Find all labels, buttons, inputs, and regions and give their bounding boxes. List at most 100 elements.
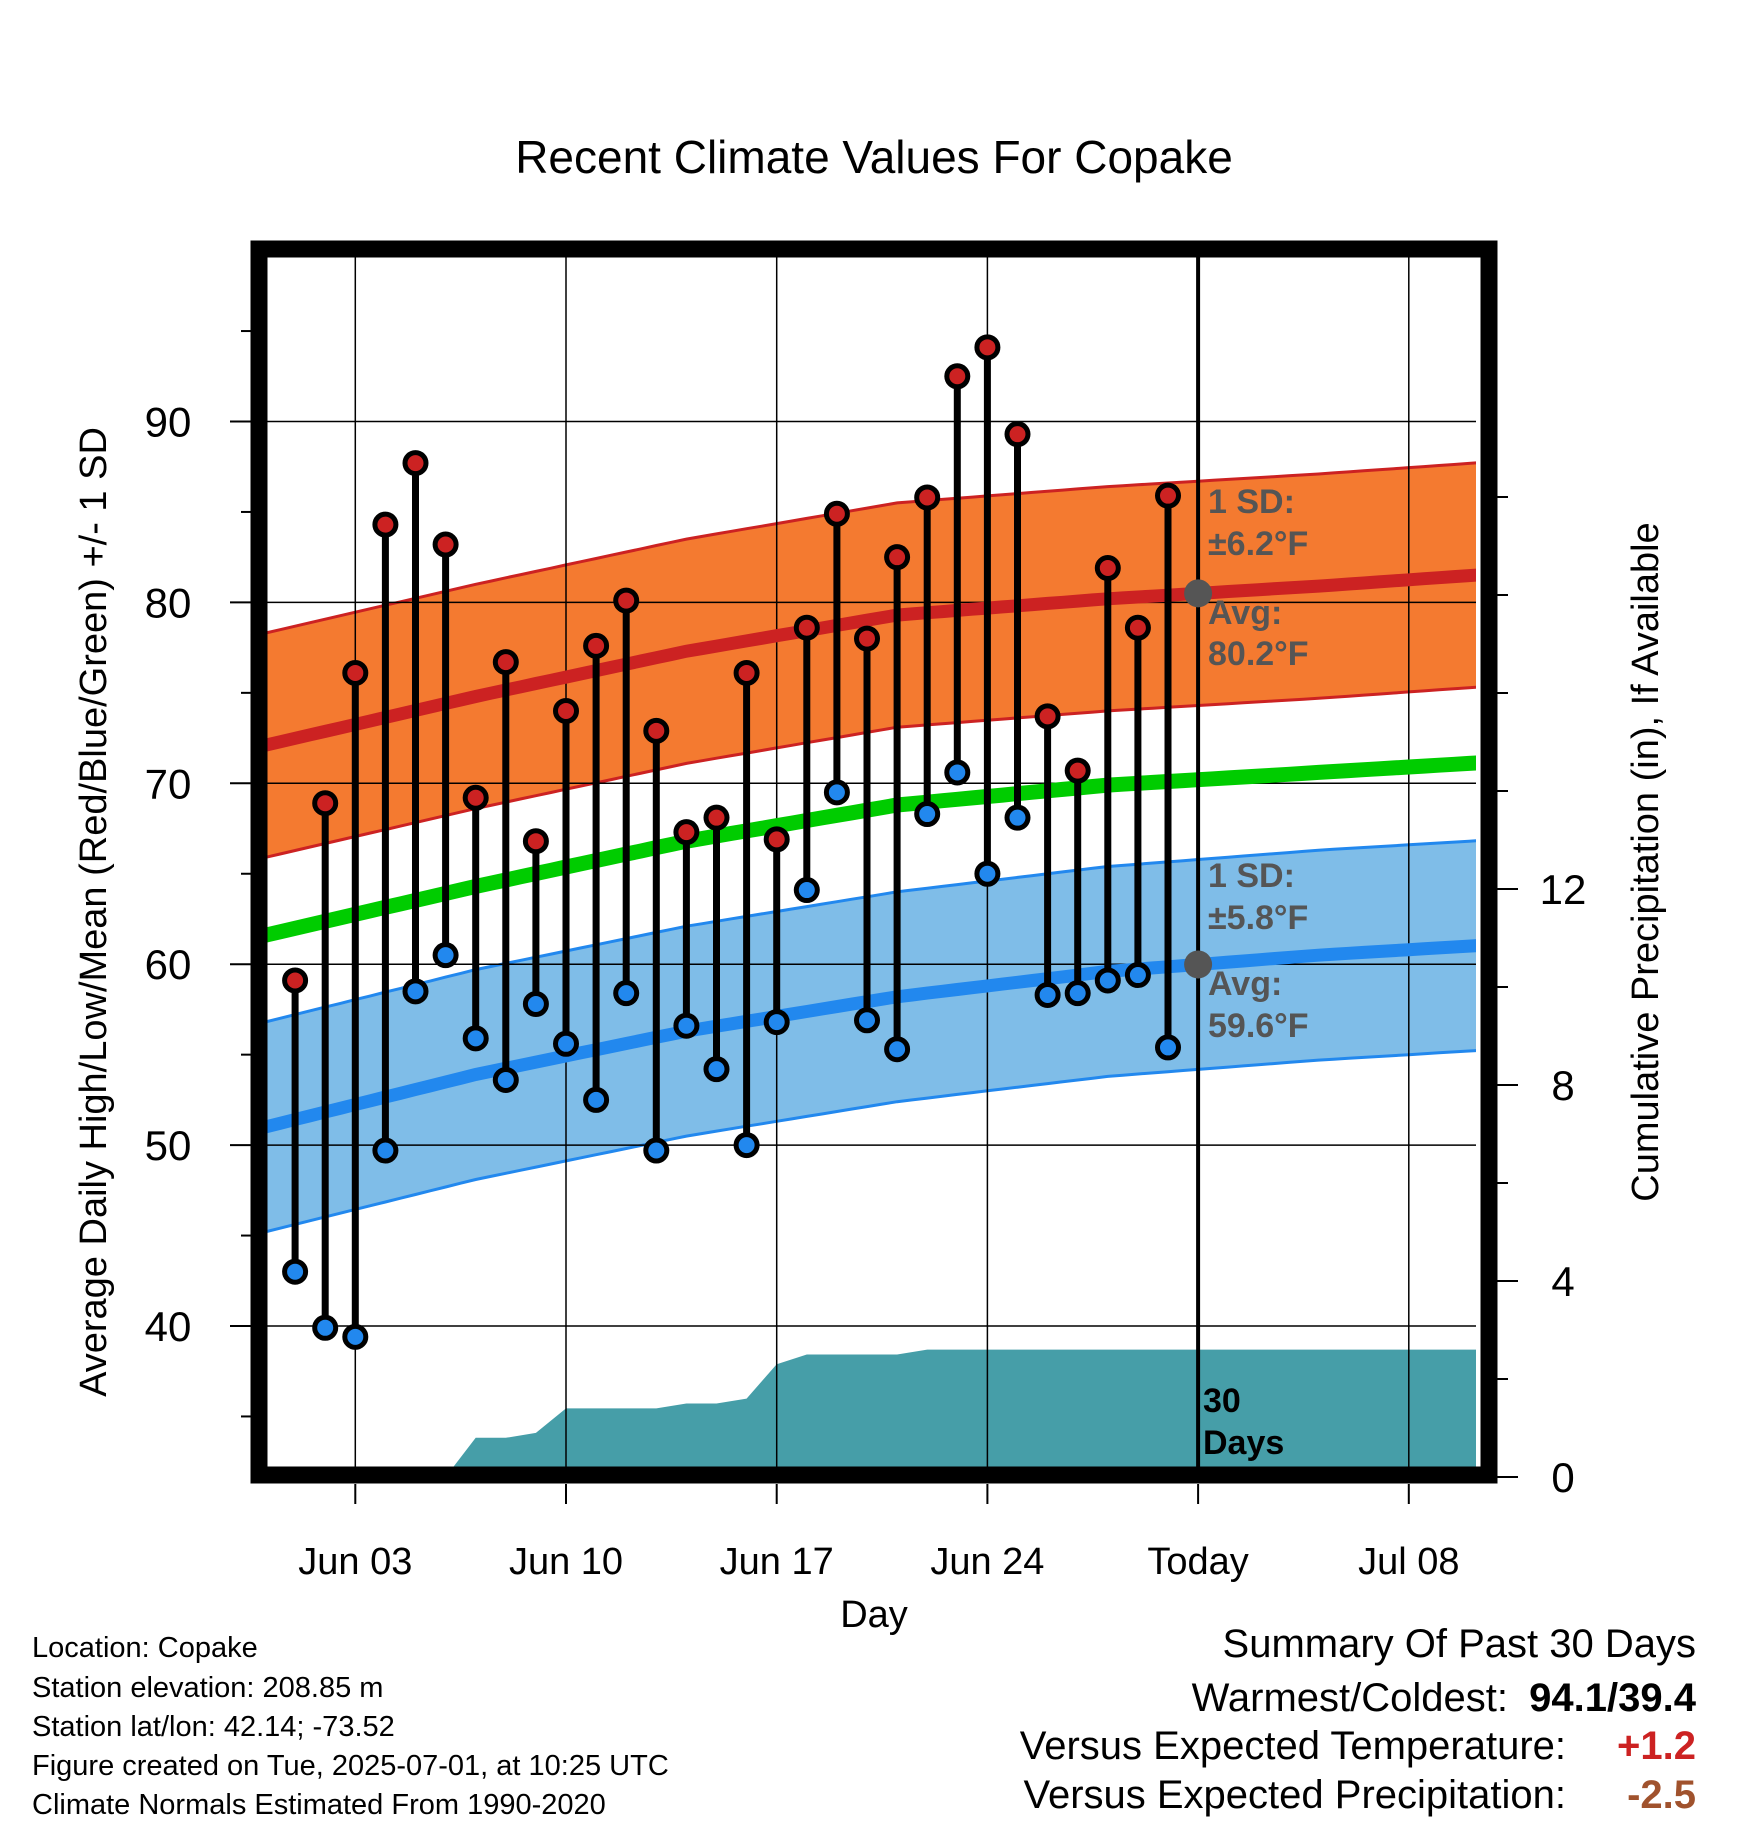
- high-point: [884, 544, 911, 571]
- high-point: [1094, 555, 1121, 582]
- low-point: [793, 877, 820, 904]
- high-point: [733, 659, 760, 686]
- high-point: [914, 484, 941, 511]
- plot-frame: [250, 240, 1498, 1484]
- today-low-marker: [1184, 950, 1213, 979]
- high-point: [342, 659, 369, 686]
- high-avg-label: Avg:: [1208, 594, 1282, 632]
- y-tick-label-left: 40: [145, 1303, 192, 1350]
- today-high-marker: [1184, 579, 1213, 608]
- mean-normal-line: [266, 755, 1476, 943]
- high-sd-band: [266, 462, 1476, 858]
- high-band-lower-edge: [266, 685, 1476, 859]
- chart-title: Recent Climate Values For Copake: [515, 131, 1233, 183]
- low-sd-band: [266, 840, 1476, 1232]
- high-avg-value: 80.2°F: [1208, 635, 1309, 673]
- x-axis-label: Day: [840, 1594, 908, 1636]
- high-point: [673, 819, 700, 846]
- high-normal-line: [266, 568, 1476, 752]
- low-point: [733, 1132, 760, 1159]
- y-tick-label-left: 60: [145, 941, 192, 988]
- info-elevation: Station elevation: 208.85 m: [32, 1672, 384, 1704]
- low-band-lower-edge: [266, 1049, 1476, 1234]
- high-point: [583, 632, 610, 659]
- low-point: [613, 980, 640, 1007]
- info-normals: Climate Normals Estimated From 1990-2020: [32, 1789, 606, 1821]
- precip-area: [452, 1349, 1476, 1468]
- days-label-number: 30: [1203, 1382, 1241, 1420]
- high-point: [823, 500, 850, 527]
- y-tick-label-right: 4: [1551, 1258, 1574, 1305]
- low-point: [1064, 980, 1091, 1007]
- high-point: [703, 804, 730, 831]
- y-axis-label-right: Cumulative Precipitation (in), If Availa…: [1625, 522, 1667, 1201]
- low-point: [432, 942, 459, 969]
- low-point: [884, 1036, 911, 1063]
- y-tick-label-right: 8: [1551, 1062, 1574, 1109]
- y-tick-label-left: 80: [145, 579, 192, 626]
- low-point: [763, 1009, 790, 1036]
- high-point: [522, 828, 549, 855]
- high-point: [462, 784, 489, 811]
- days-label-text: Days: [1203, 1424, 1284, 1462]
- low-point: [823, 779, 850, 806]
- info-created: Figure created on Tue, 2025-07-01, at 10…: [32, 1750, 669, 1782]
- summary-warmest-value: 94.1/39.4: [1529, 1676, 1696, 1720]
- y-tick-label-left: 70: [145, 760, 192, 807]
- high-point: [553, 697, 579, 724]
- low-point: [462, 1025, 489, 1052]
- low-point: [402, 978, 429, 1005]
- high-point: [643, 717, 670, 744]
- low-point: [492, 1066, 519, 1093]
- high-point: [1004, 421, 1031, 448]
- low-point: [282, 1258, 309, 1285]
- summary-warmest-label: Warmest/Coldest:: [1191, 1676, 1508, 1720]
- high-point: [1034, 703, 1061, 730]
- y-tick-label-left: 50: [145, 1122, 192, 1169]
- low-sd-value: ±5.8°F: [1208, 899, 1308, 937]
- high-point: [1124, 614, 1151, 641]
- high-point: [312, 790, 339, 817]
- low-point: [342, 1323, 369, 1350]
- high-point: [763, 826, 790, 853]
- low-point: [522, 990, 549, 1017]
- low-point: [673, 1012, 700, 1039]
- low-point: [854, 1007, 880, 1034]
- y-tick-label-right: 0: [1551, 1454, 1574, 1501]
- stems: [291, 347, 1172, 1337]
- low-point: [1004, 804, 1031, 831]
- summary-title: Summary Of Past 30 Days: [1222, 1622, 1696, 1666]
- high-point: [1064, 757, 1091, 784]
- high-point: [372, 511, 399, 538]
- high-point: [793, 614, 820, 641]
- high-point: [402, 450, 429, 477]
- summary-precip-label: Versus Expected Precipitation:: [1023, 1773, 1566, 1817]
- high-sd-value: ±6.2°F: [1208, 525, 1308, 563]
- y-tick-label-right: 12: [1540, 866, 1587, 913]
- x-tick-label: Jun 10: [509, 1541, 623, 1583]
- x-tick-label: Jun 17: [720, 1541, 834, 1583]
- summary-temp-value: +1.2: [1617, 1724, 1696, 1768]
- high-point: [974, 334, 1001, 361]
- x-tick-label: Jul 08: [1358, 1541, 1459, 1583]
- high-sd-label: 1 SD:: [1208, 483, 1295, 521]
- low-point: [1094, 967, 1121, 994]
- high-band-upper-edge: [266, 461, 1476, 635]
- low-point: [643, 1137, 670, 1164]
- summary-precip-value: -2.5: [1627, 1773, 1696, 1817]
- low-point: [553, 1030, 579, 1057]
- low-point: [703, 1056, 730, 1083]
- high-point: [944, 363, 971, 390]
- high-point: [282, 967, 309, 994]
- low-point: [974, 860, 1001, 887]
- low-point: [1155, 1034, 1181, 1061]
- high-point: [613, 587, 640, 614]
- high-point: [854, 625, 880, 652]
- info-latlon: Station lat/lon: 42.14; -73.52: [32, 1711, 395, 1743]
- low-point: [1034, 981, 1061, 1008]
- y-tick-label-left: 90: [145, 399, 192, 446]
- x-tick-label: Jun 24: [930, 1541, 1044, 1583]
- low-band-upper-edge: [266, 839, 1476, 1024]
- low-point: [1124, 962, 1151, 989]
